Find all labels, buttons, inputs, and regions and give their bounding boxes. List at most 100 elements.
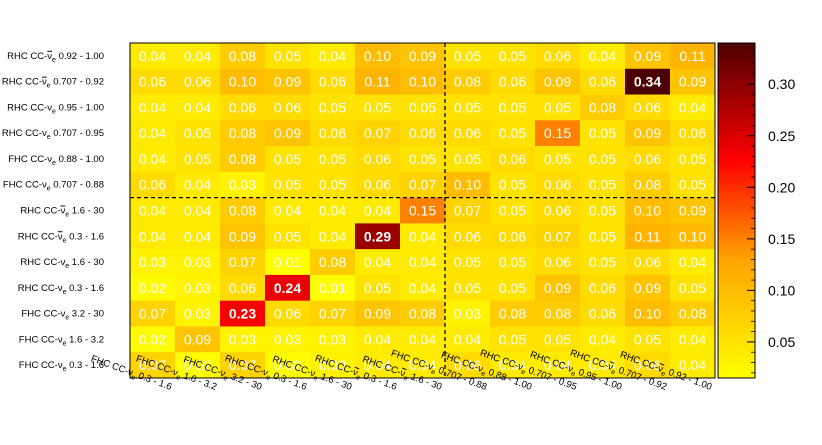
cell-value-label: 0.10	[364, 48, 391, 64]
cell-value-label: 0.09	[229, 228, 256, 244]
heatmap-cell	[265, 146, 311, 173]
colorbar-tick-label: 0.15	[768, 231, 795, 247]
cell-value-label: 0.06	[364, 151, 391, 167]
cell-value-label: 0.05	[409, 99, 436, 115]
heatmap-cell	[535, 197, 581, 224]
cell-value-label: 0.09	[274, 74, 301, 90]
cell-value-label: 0.08	[229, 48, 256, 64]
cell-value-label: 0.05	[319, 177, 346, 193]
heatmap-cell	[535, 94, 581, 121]
heatmap-cell	[625, 300, 671, 327]
heatmap-cell	[130, 171, 176, 199]
cell-value-label: 0.05	[184, 151, 211, 167]
cell-value-label: 0.06	[499, 228, 526, 244]
cell-value-label: 0.06	[499, 74, 526, 90]
plot-frame	[129, 42, 716, 379]
heatmap-cell	[625, 352, 671, 379]
heatmap-cell	[175, 326, 221, 353]
heatmap-cell	[490, 274, 536, 302]
cell-value-label: 0.05	[499, 203, 526, 219]
cell-value-label: 0.06	[679, 125, 706, 141]
cell-value-label: 0.06	[454, 357, 481, 373]
heatmap-cell	[130, 43, 176, 70]
cell-value-label: 0.06	[139, 74, 166, 90]
cell-value-label: 0.09	[544, 280, 571, 296]
cell-value-label: 0.04	[409, 254, 436, 270]
heatmap-cell	[445, 326, 491, 353]
cell-value-label: 0.09	[274, 125, 301, 141]
cell-value-label: 0.06	[274, 99, 301, 115]
heatmap-cell	[580, 352, 626, 379]
cell-value-label: 0.04	[364, 331, 391, 347]
heatmap-cell	[130, 300, 176, 327]
heatmap-cell	[670, 223, 716, 250]
cell-value-label: 0.05	[274, 151, 301, 167]
y-tick-label: RHC CC-νe 1.6 - 30	[20, 257, 104, 270]
cell-value-label: 0.23	[229, 306, 256, 322]
cell-value-label: 0.05	[454, 254, 481, 270]
heatmap-cell	[310, 68, 356, 95]
cell-value-label: 0.09	[679, 74, 706, 90]
heatmap-cell	[175, 300, 221, 327]
heatmap-cell	[310, 274, 356, 302]
heatmap-cell	[220, 43, 266, 70]
cell-value-label: 0.04	[409, 357, 436, 373]
cell-value-label: 0.05	[454, 99, 481, 115]
heatmap-cell	[490, 94, 536, 121]
cell-value-label: 0.09	[634, 48, 661, 64]
cell-value-label: 0.08	[679, 306, 706, 322]
heatmap-cell	[580, 94, 626, 121]
cell-value-label: 0.05	[589, 254, 616, 270]
cell-value-label: 0.04	[499, 357, 526, 373]
heatmap-cell	[355, 43, 401, 70]
heatmap-cell	[265, 171, 311, 199]
heatmap-cell	[400, 120, 446, 147]
cell-value-label: 0.03	[319, 331, 346, 347]
heatmap-cell	[445, 94, 491, 121]
cell-value-label: 0.08	[229, 125, 256, 141]
heatmap-cell	[535, 326, 581, 353]
heatmap-cell	[670, 94, 716, 121]
cell-value-label: 0.04	[184, 48, 211, 64]
heatmap-cell	[445, 274, 491, 302]
heatmap-cell	[625, 146, 671, 173]
cell-value-label: 0.06	[229, 280, 256, 296]
cell-value-label: 0.09	[364, 306, 391, 322]
cell-value-label: 0.04	[139, 203, 166, 219]
cell-value-label: 0.04	[679, 331, 706, 347]
heatmap-cell	[265, 197, 311, 224]
cell-value-label: 0.06	[634, 254, 661, 270]
cell-value-label: 0.15	[409, 203, 436, 219]
cell-value-label: 0.06	[544, 177, 571, 193]
heatmap-cell	[220, 300, 266, 327]
cell-value-label: 0.03	[139, 254, 166, 270]
cell-value-label: 0.05	[589, 177, 616, 193]
y-tick-label: RHC CC-νe 0.92 - 1.00	[7, 51, 104, 64]
heatmap-cell	[265, 94, 311, 121]
heatmap-cell	[580, 274, 626, 302]
cell-value-label: 0.03	[319, 357, 346, 373]
heatmap-cell	[130, 249, 176, 276]
heatmap-cell	[535, 223, 581, 250]
cell-value-label: 0.05	[499, 99, 526, 115]
cell-value-label: 0.08	[409, 306, 436, 322]
cell-value-label: 0.06	[589, 306, 616, 322]
heatmap-cell	[265, 120, 311, 147]
heatmap-cell-labels: 0.04 0.04 0.08 0.05 0.04 0.10 0.09 0.05 0.05 0.06…	[139, 48, 706, 373]
heatmap-cell	[130, 120, 176, 147]
heatmap-cell	[670, 249, 716, 276]
heatmap-cell	[220, 197, 266, 224]
heatmap-cell	[670, 43, 716, 70]
y-tick-label: RHC CC-νe 0.95 - 1.00	[7, 102, 104, 115]
heatmap-cell	[490, 43, 536, 70]
cell-value-label: 0.04	[589, 331, 616, 347]
cell-value-label: 0.09	[544, 74, 571, 90]
cell-value-label: 0.02	[184, 357, 211, 373]
colorbar-ticks: 0.05 0.10 0.15 0.20 0.25 0.30	[747, 42, 795, 374]
heatmap-cell	[265, 43, 311, 70]
heatmap-cell	[400, 223, 446, 250]
heatmap-cell	[400, 68, 446, 95]
cell-value-label: 0.08	[454, 74, 481, 90]
heatmap-cell	[490, 146, 536, 173]
cell-value-label: 0.07	[409, 177, 436, 193]
